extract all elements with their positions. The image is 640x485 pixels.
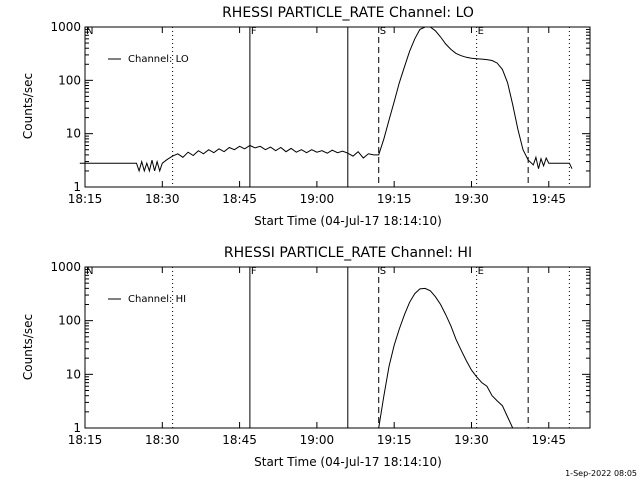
x-tick-label: 19:45: [531, 192, 566, 206]
x-tick-label: 18:30: [145, 433, 180, 447]
panel-channel-lo: RHESSI PARTICLE_RATE Channel: LO Counts/…: [21, 5, 591, 228]
plot-frame: [84, 26, 591, 188]
flag-label-n: N: [86, 266, 93, 277]
panel-channel-hi: RHESSI PARTICLE_RATE Channel: HI Counts/…: [21, 245, 591, 469]
flag-label-s: S: [380, 26, 386, 37]
x-tick-label: 18:15: [68, 433, 103, 447]
series-line-channel-hi: [378, 287, 514, 429]
x-tick-label: 19:00: [300, 192, 335, 206]
y-tick-label: 1000: [50, 20, 81, 34]
flag-label-f: F: [251, 266, 257, 277]
y-tick-label: 1: [73, 180, 81, 194]
x-tick-label: 18:45: [222, 433, 257, 447]
y-tick-label: 1: [73, 421, 81, 435]
legend-label: Channel: HI: [128, 294, 186, 305]
plot-frame: [84, 266, 591, 429]
x-tick-label: 19:45: [531, 433, 566, 447]
legend-label: Channel: LO: [128, 54, 189, 65]
flag-label-s: S: [380, 266, 386, 277]
x-tick-label: 19:00: [300, 433, 335, 447]
y-axis-label: Counts/sec: [21, 73, 35, 139]
flag-label-e: E: [478, 266, 484, 277]
chart-title: RHESSI PARTICLE_RATE Channel: HI: [224, 245, 472, 261]
y-tick-label: 1000: [50, 260, 81, 274]
series-line-channel-lo: [79, 26, 573, 173]
y-tick-label: 100: [58, 73, 81, 87]
y-axis-label: Counts/sec: [21, 314, 35, 380]
x-axis-label: Start Time (04-Jul-17 18:14:10): [254, 214, 442, 228]
y-tick-label: 10: [66, 367, 81, 381]
y-tick-label: 10: [66, 127, 81, 141]
x-tick-label: 19:30: [454, 433, 489, 447]
flag-label-n: N: [86, 26, 93, 37]
x-tick-label: 18:30: [145, 192, 180, 206]
y-tick-label: 100: [58, 314, 81, 328]
chart-title: RHESSI PARTICLE_RATE Channel: LO: [222, 5, 474, 21]
x-axis-label: Start Time (04-Jul-17 18:14:10): [254, 455, 442, 469]
x-tick-label: 18:45: [222, 192, 257, 206]
flag-label-f: F: [251, 26, 257, 37]
x-tick-label: 19:15: [377, 433, 412, 447]
x-tick-label: 18:15: [68, 192, 103, 206]
x-tick-label: 19:30: [454, 192, 489, 206]
x-tick-label: 19:15: [377, 192, 412, 206]
timestamp-label: 1-Sep-2022 08:05: [565, 469, 637, 478]
flag-label-e: E: [478, 26, 484, 37]
